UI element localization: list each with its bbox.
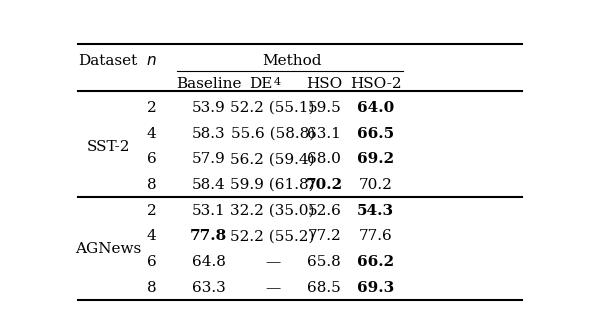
Text: —: — — [265, 281, 280, 295]
Text: 52.6: 52.6 — [307, 204, 341, 218]
Text: 53.9: 53.9 — [192, 101, 225, 115]
Text: 70.2: 70.2 — [306, 178, 343, 192]
Text: 2: 2 — [146, 101, 156, 115]
Text: 77.2: 77.2 — [307, 230, 341, 244]
Text: 4: 4 — [146, 230, 156, 244]
Text: 6: 6 — [146, 152, 156, 166]
Text: 58.3: 58.3 — [192, 127, 225, 141]
Text: 4: 4 — [274, 77, 281, 86]
Text: 65.8: 65.8 — [307, 255, 341, 269]
Text: 64.8: 64.8 — [192, 255, 225, 269]
Text: 63.3: 63.3 — [192, 281, 225, 295]
Text: 59.9 (61.8): 59.9 (61.8) — [230, 178, 315, 192]
Text: 66.2: 66.2 — [357, 255, 394, 269]
Text: SST-2: SST-2 — [86, 140, 130, 154]
Text: 63.1: 63.1 — [307, 127, 341, 141]
Text: 54.3: 54.3 — [357, 204, 394, 218]
Text: 32.2 (35.0): 32.2 (35.0) — [231, 204, 315, 218]
Text: 77.8: 77.8 — [190, 230, 227, 244]
Text: 56.2 (59.4): 56.2 (59.4) — [230, 152, 315, 166]
Text: 59.5: 59.5 — [307, 101, 341, 115]
Text: 70.2: 70.2 — [359, 178, 392, 192]
Text: 66.5: 66.5 — [357, 127, 394, 141]
Text: 64.0: 64.0 — [357, 101, 394, 115]
Text: 53.1: 53.1 — [192, 204, 225, 218]
Text: 4: 4 — [146, 127, 156, 141]
Text: 8: 8 — [147, 178, 156, 192]
Text: 77.6: 77.6 — [359, 230, 392, 244]
Text: 52.2 (55.2): 52.2 (55.2) — [231, 230, 315, 244]
Text: 69.3: 69.3 — [357, 281, 394, 295]
Text: 57.9: 57.9 — [192, 152, 225, 166]
Text: 55.6 (58.8): 55.6 (58.8) — [231, 127, 315, 141]
Text: 58.4: 58.4 — [192, 178, 225, 192]
Text: 6: 6 — [146, 255, 156, 269]
Text: Baseline: Baseline — [176, 77, 241, 91]
Text: DE: DE — [250, 77, 273, 91]
Text: $n$: $n$ — [146, 54, 157, 68]
Text: HSO: HSO — [306, 77, 342, 91]
Text: 68.5: 68.5 — [307, 281, 341, 295]
Text: 2: 2 — [146, 204, 156, 218]
Text: —: — — [265, 255, 280, 269]
Text: 69.2: 69.2 — [357, 152, 394, 166]
Text: 8: 8 — [147, 281, 156, 295]
Text: HSO-2: HSO-2 — [350, 77, 401, 91]
Text: AGNews: AGNews — [75, 242, 141, 256]
Text: Method: Method — [263, 54, 322, 68]
Text: 52.2 (55.1): 52.2 (55.1) — [231, 101, 315, 115]
Text: Dataset: Dataset — [78, 54, 137, 68]
Text: 68.0: 68.0 — [307, 152, 341, 166]
